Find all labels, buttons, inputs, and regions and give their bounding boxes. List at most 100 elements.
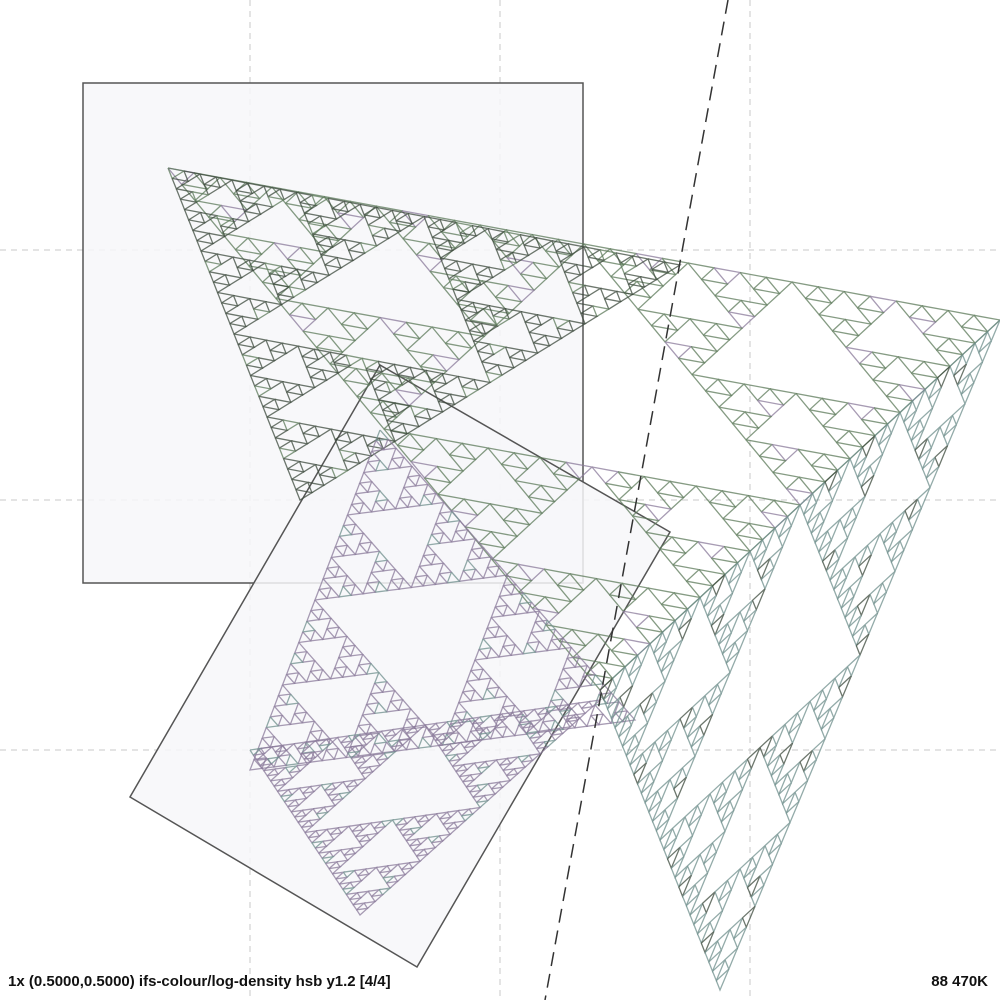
fractal-cell [633, 762, 647, 786]
fractal-cell [836, 458, 851, 482]
fractal-cell [599, 249, 618, 262]
fractal-cell [175, 188, 195, 201]
fractal-cell [614, 715, 629, 739]
fractal-cell [361, 703, 376, 716]
fractal-cell [482, 307, 511, 326]
fractal-cell [373, 732, 388, 745]
fractal-cell [724, 562, 739, 586]
fractal-cell [494, 626, 509, 638]
fractal-cell [288, 286, 308, 299]
fractal-cell [408, 860, 423, 869]
fractal-cell [297, 631, 313, 644]
fractal-cell [624, 654, 639, 679]
fractal-cell [285, 764, 299, 774]
fractal-cell [215, 176, 234, 189]
fractal-cell [599, 677, 614, 702]
fractal-cell [392, 333, 421, 352]
fractal-cell [743, 383, 772, 402]
fractal-cell [221, 232, 250, 251]
fractal-cell [550, 628, 565, 641]
fractal-cell [549, 689, 565, 702]
fractal-cell [532, 740, 547, 750]
fractal-cell [873, 591, 887, 615]
fractal-cell [809, 689, 824, 713]
fractal-cell [473, 648, 489, 661]
fractal-cell [245, 364, 265, 377]
fractal-cell [312, 806, 327, 815]
fractal-cell [718, 406, 747, 425]
fractal-cell [986, 319, 1000, 343]
fractal-cell [897, 356, 926, 375]
fractal-cell [366, 572, 381, 584]
fractal-cell [619, 262, 638, 275]
fractal-cell [618, 724, 632, 749]
fractal-cell [361, 357, 380, 370]
fractal-cell [468, 329, 488, 342]
fractal-cell [187, 219, 207, 232]
fractal-cell [266, 773, 281, 782]
fractal-cell [333, 747, 348, 760]
fractal-cell [406, 465, 422, 478]
fractal-cell [588, 699, 603, 708]
fractal-cell [557, 238, 586, 257]
transform-frame-rotated[interactable] [128, 363, 672, 969]
fractal-cell [409, 366, 428, 379]
fractal-cell [343, 200, 362, 213]
fractal-cell [566, 702, 581, 711]
fractal-cell [610, 706, 625, 730]
fractal-cell [337, 646, 353, 659]
fractal-cell [347, 750, 361, 760]
fractal-cell [686, 725, 701, 749]
fractal-cell [478, 731, 493, 741]
fractal-cell [307, 222, 327, 235]
fractal-cell [486, 617, 501, 629]
fractal-cell [322, 567, 337, 580]
fractal-cell [385, 381, 405, 394]
fractal-cell [808, 409, 837, 428]
fractal-cell [841, 556, 856, 580]
fractal-cell [455, 275, 484, 294]
fractal-cell [357, 714, 372, 727]
fractal-cell [567, 243, 586, 256]
fractal-cell [459, 232, 478, 245]
fractal-cell [256, 757, 270, 767]
fractal-cell [770, 763, 785, 787]
fractal-cell [515, 507, 544, 526]
fractal-cell [273, 783, 288, 793]
fractal-cell [417, 819, 431, 829]
fractal-cell [528, 752, 543, 762]
fractal-cell [462, 529, 477, 542]
fractal-cell [644, 790, 659, 814]
fractal-cell [416, 836, 431, 846]
fractal-cell [708, 949, 722, 974]
fractal-cell [353, 312, 382, 331]
fractal-cell [485, 371, 504, 384]
fractal-cell [424, 722, 438, 732]
fractal-cell [487, 447, 516, 466]
fractal-cell [679, 706, 694, 730]
fractal-cell [671, 816, 686, 840]
fractal-cell [533, 706, 548, 716]
fractal-cell [375, 864, 390, 874]
fractal-cell [341, 635, 357, 648]
fractal-cell [395, 822, 409, 832]
fractal-cell [553, 678, 569, 691]
fractal-cell [308, 818, 323, 827]
fractal-cell [961, 342, 976, 366]
fractal-cell [872, 379, 901, 398]
fractal-cell [376, 757, 390, 767]
fractal-cell [918, 447, 932, 471]
fractal-cell [651, 680, 666, 704]
fractal-cell [309, 599, 325, 612]
fractal-cell [476, 799, 490, 809]
fractal-cell [248, 297, 268, 310]
symmetry-axis-line[interactable] [544, 0, 729, 1000]
fractal-cell [489, 727, 504, 740]
fractal-cell [604, 482, 633, 501]
fractal-cell [364, 866, 379, 876]
fractal-cell [191, 191, 211, 204]
fractal-cell [297, 383, 317, 396]
fractal-cell [811, 481, 826, 505]
